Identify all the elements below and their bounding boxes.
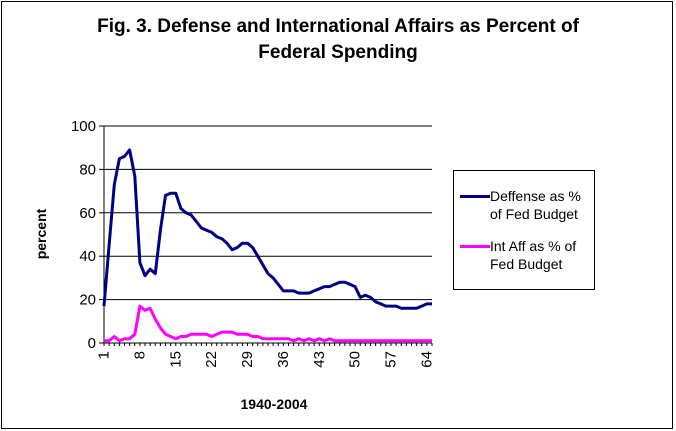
x-tick-label-15: 15	[167, 351, 184, 368]
legend-label-defense: Deffense as % of Fed Budget	[490, 188, 581, 222]
y-tick-label-0: 0	[88, 335, 96, 352]
x-tick-label-57: 57	[383, 351, 400, 368]
x-tick-label-50: 50	[347, 351, 364, 368]
y-tick-label-40: 40	[79, 248, 96, 265]
chart-title-line-2: Federal Spending	[258, 42, 418, 63]
series-line-intaff	[104, 304, 432, 343]
x-tick-label-29: 29	[239, 351, 256, 368]
x-axis-label: 1940-2004	[241, 396, 308, 412]
y-tick-label-100: 100	[71, 118, 96, 135]
y-tick-labels: 0 20 40 60 80 100	[71, 118, 104, 352]
series-line-defense	[102, 148, 432, 310]
y-tick-label-20: 20	[79, 292, 96, 309]
x-tick-label-43: 43	[311, 351, 328, 368]
x-tick-label-36: 36	[275, 351, 292, 368]
y-tick-label-80: 80	[79, 161, 96, 178]
y-axis-label: percent	[33, 208, 49, 259]
legend-swatch-intaff	[460, 245, 490, 248]
legend-label-intaff: Int Aff as % of Fed Budget	[490, 238, 577, 272]
x-tick-labels: 1 8 15 22 29 36 43 50 57 64	[96, 343, 435, 368]
series-lines	[102, 148, 432, 343]
axes	[103, 126, 432, 344]
chart-title: Fig. 3. Defense and International Affair…	[0, 14, 676, 66]
x-tick-label-64: 64	[418, 351, 435, 368]
x-tick-label-1: 1	[96, 351, 113, 359]
legend: Deffense as % of Fed Budget Int Aff as %…	[453, 170, 595, 290]
x-tick-label-22: 22	[203, 351, 220, 368]
legend-swatch-defense	[460, 195, 490, 198]
y-tick-label-60: 60	[79, 205, 96, 222]
x-tick-label-8: 8	[131, 351, 148, 359]
chart-title-line-1: Fig. 3. Defense and International Affair…	[97, 16, 579, 37]
